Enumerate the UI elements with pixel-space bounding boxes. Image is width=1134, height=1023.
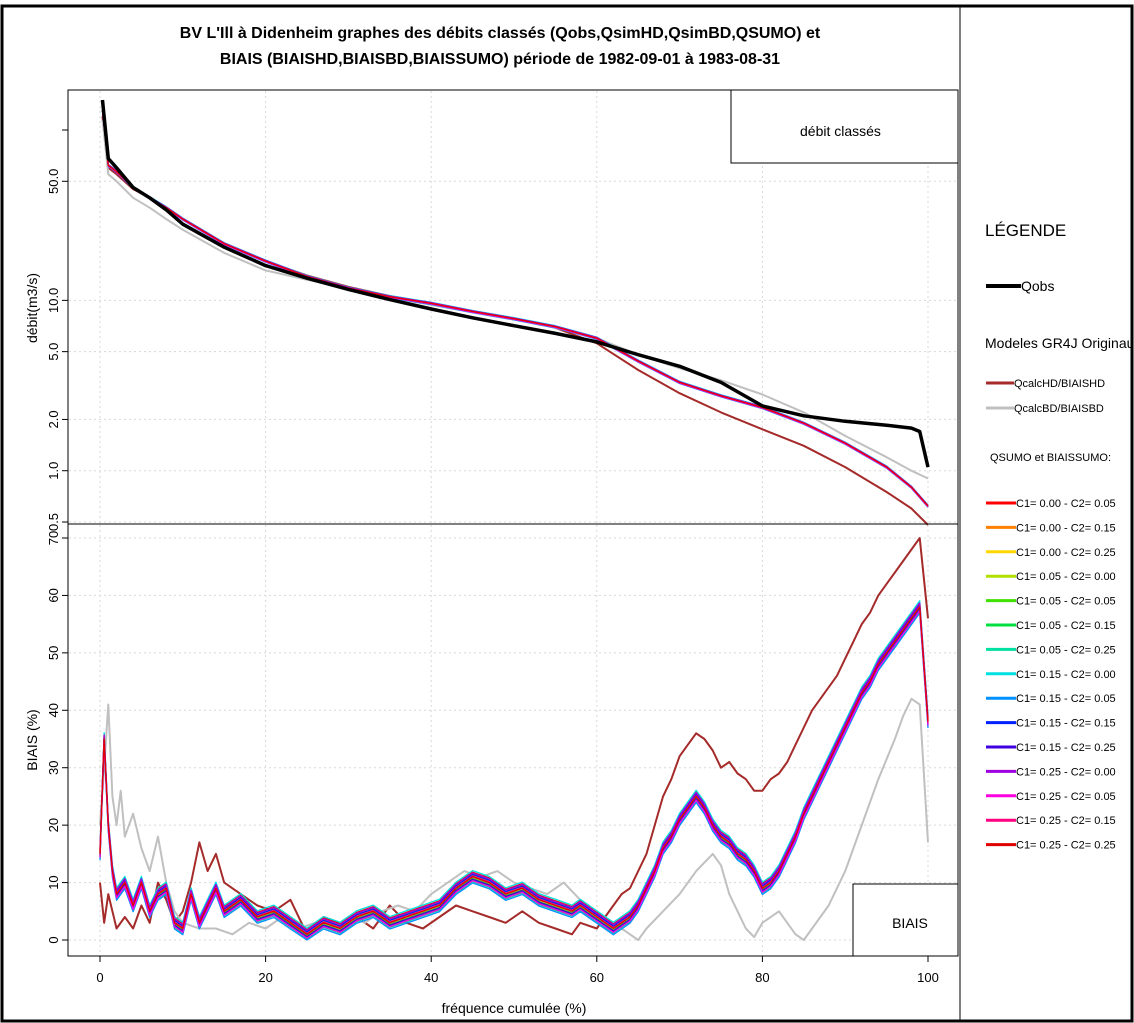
bottom-series-group: [99, 537, 929, 941]
bottom-y-tick-label: 10: [46, 875, 61, 889]
legend-label-sumo-9: C1= 0.15 - C2= 0.05: [1016, 693, 1116, 705]
bottom-y-tick-label: 60: [46, 588, 61, 602]
legend-label-qcalchd-biaishd: QcalcHD/BIAISHD: [1014, 378, 1105, 390]
bottom-y-axis-label: BIAIS (%): [24, 709, 40, 770]
legend-label-sumo-12: C1= 0.25 - C2= 0.00: [1016, 766, 1116, 778]
legend-label-sumo-7: C1= 0.05 - C2= 0.25: [1016, 644, 1116, 656]
bottom-grid: [69, 525, 957, 955]
bottom-y-tick-label: 40: [46, 703, 61, 717]
bottom-line-sumo-12: [99, 602, 929, 932]
x-tick-label: 40: [424, 970, 438, 985]
bottom-y-tick-label: 70: [46, 531, 61, 545]
legend-label-sumo-5: C1= 0.05 - C2= 0.05: [1016, 596, 1116, 608]
legend-label-sumo-8: C1= 0.15 - C2= 0.00: [1016, 669, 1116, 681]
top-line-qobs: [100, 99, 930, 468]
bottom-panel-label-box: [852, 883, 959, 957]
bottom-line-sumo-13: [99, 610, 929, 939]
bottom-y-tick-label: 20: [46, 818, 61, 832]
legend-label-sumo-15: C1= 0.25 - C2= 0.25: [1016, 840, 1116, 852]
x-tick-label: 0: [96, 970, 103, 985]
x-axis-label: fréquence cumulée (%): [442, 1000, 587, 1016]
bottom-y-tick-label: 0: [46, 936, 61, 943]
legend-label-sumo-11: C1= 0.15 - C2= 0.25: [1016, 742, 1116, 754]
legend-label-sumo-13: C1= 0.25 - C2= 0.05: [1016, 791, 1116, 803]
x-tick-label: 60: [590, 970, 604, 985]
legend-group-sumo: QSUMO et BIAISSUMO:: [990, 452, 1111, 464]
top-y-axis-label: débit(m3/s): [24, 273, 40, 343]
legend-label-sumo-1: C1= 0.00 - C2= 0.05: [1016, 498, 1116, 510]
bottom-line-qcalchd-biaishd: [99, 537, 929, 936]
bottom-plot-frame: [67, 523, 959, 957]
top-y-axis: 0.5 1.0 2.0 5.0 10.0 50.0: [46, 129, 68, 531]
chart-title-line1: BV L'Ill à Didenheim graphes des débits …: [180, 25, 821, 42]
chart-title-line2: BIAIS (BIAISHD,BIAISBD,BIAISSUMO) périod…: [220, 51, 780, 68]
x-tick-label: 80: [755, 970, 769, 985]
bottom-line-sumo-15: [99, 606, 929, 935]
legend-title: LÉGENDE: [985, 221, 1066, 240]
legend-label-qcalcbd-biaisbd: QcalcBD/BIAISBD: [1014, 403, 1104, 415]
legend-label-sumo-3: C1= 0.00 - C2= 0.25: [1016, 547, 1116, 559]
top-y-tick-label: 0.5: [46, 513, 61, 531]
legend-group-original: Modeles GR4J Originaux: [985, 335, 1134, 351]
legend-label-sumo-14: C1= 0.25 - C2= 0.15: [1016, 815, 1116, 827]
bottom-y-tick-label: 50: [46, 646, 61, 660]
bottom-line-sumo-9: [99, 612, 929, 941]
top-y-tick-label: 10.0: [46, 288, 61, 313]
x-axis: 0 20 40 60 80 100: [96, 956, 939, 985]
top-panel-label: débit classés: [800, 123, 881, 139]
bottom-panel-label: BIAIS: [892, 915, 928, 931]
legend-label-sumo-2: C1= 0.00 - C2= 0.15: [1016, 522, 1116, 534]
legend-label-qobs: Qobs: [1021, 278, 1054, 294]
figure-frame: [0, 4, 1134, 1023]
legend-label-sumo-6: C1= 0.05 - C2= 0.15: [1016, 620, 1116, 632]
bottom-y-axis: 0 10 20 30 40 50 60 70: [46, 531, 68, 944]
legend-label-sumo-4: C1= 0.05 - C2= 0.00: [1016, 571, 1116, 583]
x-tick-label: 100: [917, 970, 939, 985]
top-y-tick-label: 1.0: [46, 462, 61, 480]
legend-original-items: QcalcHD/BIAISHD QcalcBD/BIAISBD: [986, 378, 1105, 415]
legend-label-sumo-10: C1= 0.15 - C2= 0.15: [1016, 718, 1116, 730]
top-panel-label-box: [730, 89, 959, 164]
legend-sumo-items: C1= 0.00 - C2= 0.05 C1= 0.00 - C2= 0.15 C1…: [986, 498, 1116, 852]
top-panel: 0.5 1.0 2.0 5.0 10.0 50.0 débit(m3/s) débit c…: [24, 89, 959, 531]
x-tick-label: 20: [258, 970, 272, 985]
bottom-y-tick-label: 30: [46, 760, 61, 774]
top-y-tick-label: 5.0: [46, 343, 61, 361]
legend: LÉGENDE Qobs Modeles GR4J Originaux Qcal…: [985, 221, 1134, 852]
top-y-tick-label: 50.0: [46, 169, 61, 194]
top-y-tick-label: 2.0: [46, 410, 61, 428]
bottom-panel: 0 10 20 30 40 50 60 70 0 20 40 60 80 100 BIAIS (%) f…: [24, 523, 959, 1016]
bottom-line-qcalcbd-biaisbd: [99, 697, 929, 941]
top-series-group: [100, 99, 930, 526]
